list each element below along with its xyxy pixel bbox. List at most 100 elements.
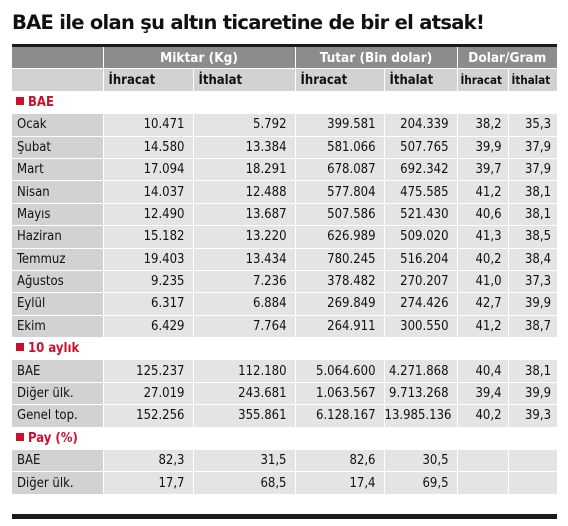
cell-d-ihr: 40,6 (457, 203, 509, 227)
row-label: Eylül (12, 292, 104, 316)
cell-d-ith: 39,9 (508, 292, 558, 316)
cell-d-ihr: 39,4 (457, 382, 509, 406)
cell-m-ihr: 12.490 (103, 203, 194, 227)
page-title: BAE ile olan şu altın ticaretine de bir … (12, 11, 485, 34)
cell-t-ihr: 6.128.167 (295, 404, 385, 428)
gold-trade-table: Miktar (Kg) Tutar (Bin dolar) Dolar/Gram… (12, 47, 558, 495)
header-tutar: Tutar (Bin dolar) (295, 47, 458, 70)
cell-m-ihr: 14.037 (103, 180, 194, 204)
cell-t-ihr: 507.586 (295, 203, 385, 227)
cell-m-ihr: 10.471 (103, 113, 194, 137)
cell-m-ihr: 6.429 (103, 315, 194, 339)
cell-m-ith: 243.681 (193, 382, 296, 406)
table-row: BAE 82,3 31,5 82,6 30,5 (12, 449, 558, 473)
cell-t-ihr: 1.063.567 (295, 382, 385, 406)
cell-m-ith: 13.687 (193, 203, 296, 227)
row-label: Diğer ülk. (12, 471, 104, 495)
cell-d-ith: 37,9 (508, 136, 558, 159)
table-row: Temmuz 19.403 13.434 780.245 516.204 40,2 38,4 (12, 248, 558, 271)
top-rule (12, 44, 557, 47)
cell-m-ihr: 82,3 (103, 449, 194, 473)
cell-t-ith: 30,5 (384, 449, 458, 473)
cell-m-ihr: 14.580 (103, 136, 194, 159)
cell-m-ith: 355.861 (193, 404, 296, 428)
cell-m-ith: 12.488 (193, 180, 296, 204)
subheader-tutar-ihracat: İhracat (295, 68, 385, 92)
cell-d-ihr: 40,2 (457, 248, 509, 271)
cell-m-ihr: 15.182 (103, 225, 194, 249)
subheader-tutar-ithalat: İthalat (384, 68, 458, 92)
red-square-icon (16, 343, 24, 352)
cell-t-ihr: 577.804 (295, 180, 385, 204)
header-miktar: Miktar (Kg) (103, 47, 296, 70)
subheader-miktar-ithalat: İthalat (193, 68, 296, 92)
row-label: Şubat (12, 136, 104, 159)
cell-d-ith: 38,7 (508, 315, 558, 339)
cell-t-ith: 69,5 (384, 471, 458, 495)
subheader-empty-cell (12, 68, 104, 92)
cell-t-ihr: 82,6 (295, 449, 385, 473)
row-label: Nisan (12, 180, 104, 204)
section-row-share: Pay (%) (12, 427, 558, 451)
table-row: Genel top. 152.256 355.861 6.128.167 13.985.… (12, 404, 558, 428)
table-row: Nisan 14.037 12.488 577.804 475.585 41,2 38,1 (12, 180, 558, 204)
cell-m-ith: 18.291 (193, 158, 296, 182)
row-label: Mart (12, 158, 104, 182)
cell-m-ith: 13.220 (193, 225, 296, 249)
cell-d-ihr: 40,4 (457, 359, 509, 383)
cell-d-ith: 38,1 (508, 359, 558, 383)
table-row: Haziran 15.182 13.220 626.989 509.020 41,3 38,… (12, 225, 558, 249)
cell-t-ith: 516.204 (384, 248, 458, 271)
cell-d-ith: 37,9 (508, 158, 558, 182)
table-row: Ocak 10.471 5.792 399.581 204.339 38,2 35,3 (12, 113, 558, 137)
cell-t-ihr: 780.245 (295, 248, 385, 271)
cell-d-ihr: 38,2 (457, 113, 509, 137)
cell-t-ith: 300.550 (384, 315, 458, 339)
cell-t-ith: 13.985.136 (384, 404, 458, 428)
red-square-icon (16, 432, 24, 441)
row-label: Ağustos (12, 270, 104, 294)
table-row: Ağustos 9.235 7.236 378.482 270.207 41,0 37,3 (12, 270, 558, 294)
section-label: BAE (12, 91, 558, 115)
cell-d-ihr: 40,2 (457, 404, 509, 428)
cell-m-ith: 7.236 (193, 270, 296, 294)
header-row-sub: İhracat İthalat İhracat İthalat İhracat … (12, 68, 558, 92)
cell-m-ihr: 27.019 (103, 382, 194, 406)
cell-t-ihr: 264.911 (295, 315, 385, 339)
table-row: Diğer ülk. 27.019 243.681 1.063.567 9.713.26… (12, 382, 558, 406)
row-label: Mayıs (12, 203, 104, 227)
cell-t-ith: 4.271.868 (384, 359, 458, 383)
cell-m-ihr: 17,7 (103, 471, 194, 495)
red-square-icon (16, 96, 24, 105)
cell-m-ith: 112.180 (193, 359, 296, 383)
cell-d-ihr: 41,0 (457, 270, 509, 294)
cell-d-ith: 38,4 (508, 248, 558, 271)
cell-m-ith: 6.884 (193, 292, 296, 316)
cell-m-ith: 7.764 (193, 315, 296, 339)
cell-t-ith: 521.430 (384, 203, 458, 227)
header-row-groups: Miktar (Kg) Tutar (Bin dolar) Dolar/Gram (12, 47, 558, 70)
cell-d-ihr (457, 471, 509, 495)
table-row: Ekim 6.429 7.764 264.911 300.550 41,2 38,7 (12, 315, 558, 339)
table-row: BAE 125.237 112.180 5.064.600 4.271.868 40,4 3… (12, 359, 558, 383)
row-label: Ekim (12, 315, 104, 339)
cell-d-ith: 38,1 (508, 203, 558, 227)
cell-t-ith: 274.426 (384, 292, 458, 316)
row-label: Genel top. (12, 404, 104, 428)
table-row: Şubat 14.580 13.384 581.066 507.765 39,9 37,9 (12, 136, 558, 159)
section-label: Pay (%) (12, 427, 558, 451)
section-label-text: Pay (%) (28, 430, 78, 446)
section-row-ten-months: 10 aylık (12, 337, 558, 361)
cell-m-ith: 31,5 (193, 449, 296, 473)
cell-m-ihr: 9.235 (103, 270, 194, 294)
cell-d-ith: 38,1 (508, 180, 558, 204)
cell-m-ith: 13.434 (193, 248, 296, 271)
row-label: Haziran (12, 225, 104, 249)
cell-m-ihr: 17.094 (103, 158, 194, 182)
subheader-dolar-ithalat: İthalat (508, 68, 558, 92)
cell-t-ihr: 269.849 (295, 292, 385, 316)
section-label-text: BAE (28, 94, 54, 110)
subheader-miktar-ihracat: İhracat (103, 68, 194, 92)
row-label: Diğer ülk. (12, 382, 104, 406)
cell-d-ith (508, 471, 558, 495)
